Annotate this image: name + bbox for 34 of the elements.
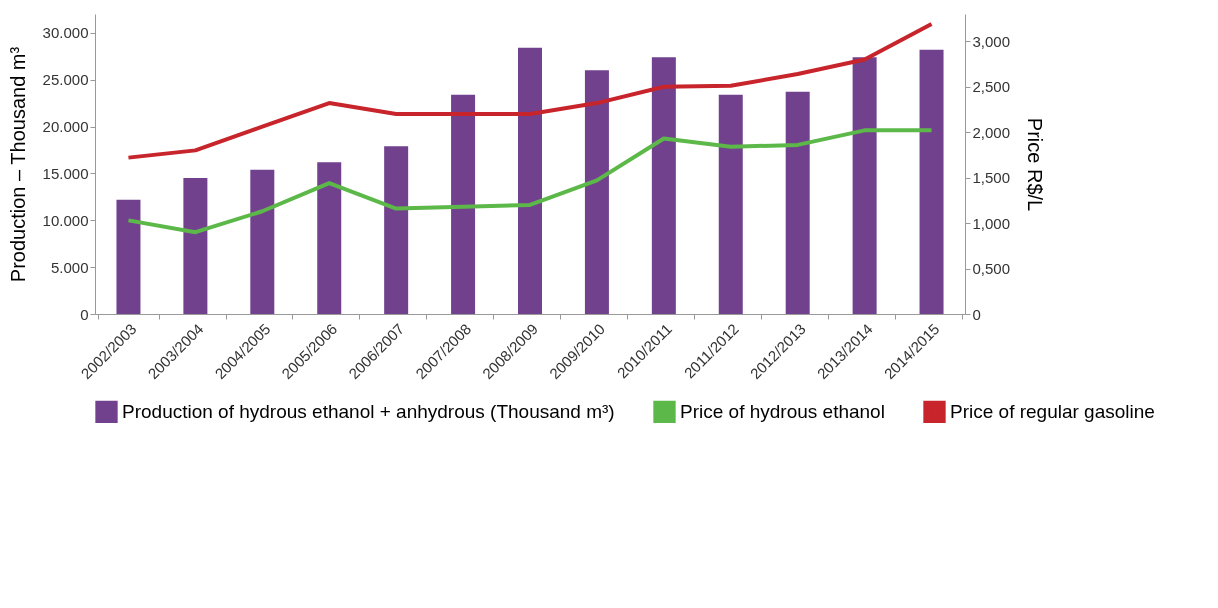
- legend-label: Price of regular gasoline: [950, 400, 1155, 422]
- y2-tick-label: 0: [972, 305, 981, 323]
- y2-tick-label: 0,500: [972, 260, 1011, 278]
- bar: [451, 94, 476, 314]
- y-tick-label: 10.000: [42, 211, 89, 229]
- y2-tick-label: 1,000: [972, 214, 1011, 232]
- bar: [785, 91, 810, 314]
- bar: [116, 199, 141, 314]
- bar: [718, 94, 743, 314]
- bar: [250, 169, 275, 314]
- bar: [183, 178, 208, 314]
- legend-label: Production of hydrous ethanol + anhydrous (Thousand m³): [122, 400, 615, 422]
- y2-axis-title: Price R$/L: [1024, 117, 1047, 212]
- y-axis-title: Production – Thousand m³: [6, 46, 29, 283]
- y-tick-label: 5.000: [50, 258, 89, 276]
- legend-label: Price of hydrous ethanol: [680, 400, 885, 422]
- y2-tick-label: 2,000: [972, 123, 1011, 141]
- bar: [317, 162, 342, 314]
- line-series: [126, 128, 934, 235]
- y2-tick-label: 3,000: [972, 32, 1011, 50]
- bar: [651, 57, 676, 314]
- bar: [852, 57, 877, 314]
- bar: [384, 146, 409, 314]
- bar: [919, 49, 944, 314]
- y-tick-label: 0: [80, 305, 89, 323]
- y-tick-label: 15.000: [42, 164, 89, 182]
- y2-tick-label: 2,500: [972, 78, 1011, 96]
- line-series: [126, 22, 934, 160]
- y-tick-label: 20.000: [42, 118, 89, 135]
- y2-tick-label: 1,500: [972, 169, 1011, 187]
- bar: [518, 47, 542, 314]
- bar: [584, 70, 609, 314]
- y-tick-label: 25.000: [42, 71, 89, 89]
- y-tick-label: 30.000: [42, 24, 89, 42]
